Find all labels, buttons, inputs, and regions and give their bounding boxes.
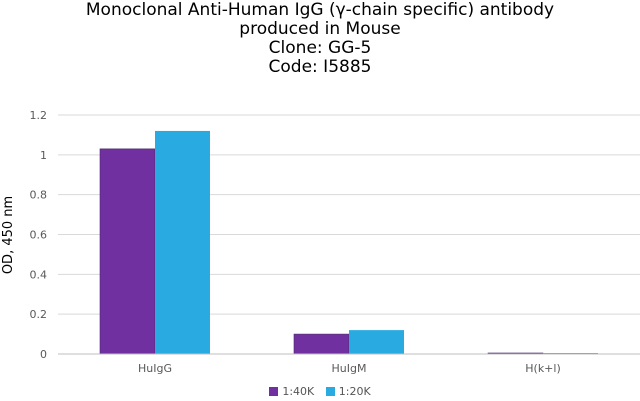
chart-title-line: produced in Mouse [239,19,401,39]
y-tick-label: 0.4 [30,268,48,281]
x-tick-label: HuIgG [138,362,172,375]
y-tick-label: 0.2 [30,308,48,321]
bar [155,130,210,354]
chart-title-line: Code: I5885 [268,57,372,77]
y-tick-label: 1 [40,149,47,162]
x-tick-label: H(k+l) [525,362,561,375]
y-axis-label: OD, 450 nm [1,196,16,274]
legend-item: 1:20K [325,385,371,398]
y-tick-label: 1.2 [30,109,48,122]
chart-title: Monoclonal Anti-Human IgG (γ-chain speci… [0,0,640,77]
y-tick-label: 0.8 [30,189,48,202]
legend-label: 1:20K [338,385,371,398]
axes: 0 0.2 0.4 0.6 0.8 1 1.2 HuIgG HuIgM H(k+l) [30,109,640,375]
legend-swatch [269,387,279,396]
bar [349,330,404,354]
bar [99,148,156,355]
legend-swatch [325,387,335,396]
chart-title-line: Monoclonal Anti-Human IgG (γ-chain speci… [85,0,555,20]
y-tick-label: 0 [40,348,47,361]
bar [293,333,350,355]
x-tick-label: HuIgM [332,362,367,375]
bars [99,130,598,355]
legend-item: 1:40K [269,385,314,398]
legend: 1:40K 1:20K [0,385,640,399]
legend-label: 1:40K [282,385,315,398]
y-tick-label: 0.6 [30,229,48,242]
chart-title-line: Clone: GG-5 [268,38,372,58]
